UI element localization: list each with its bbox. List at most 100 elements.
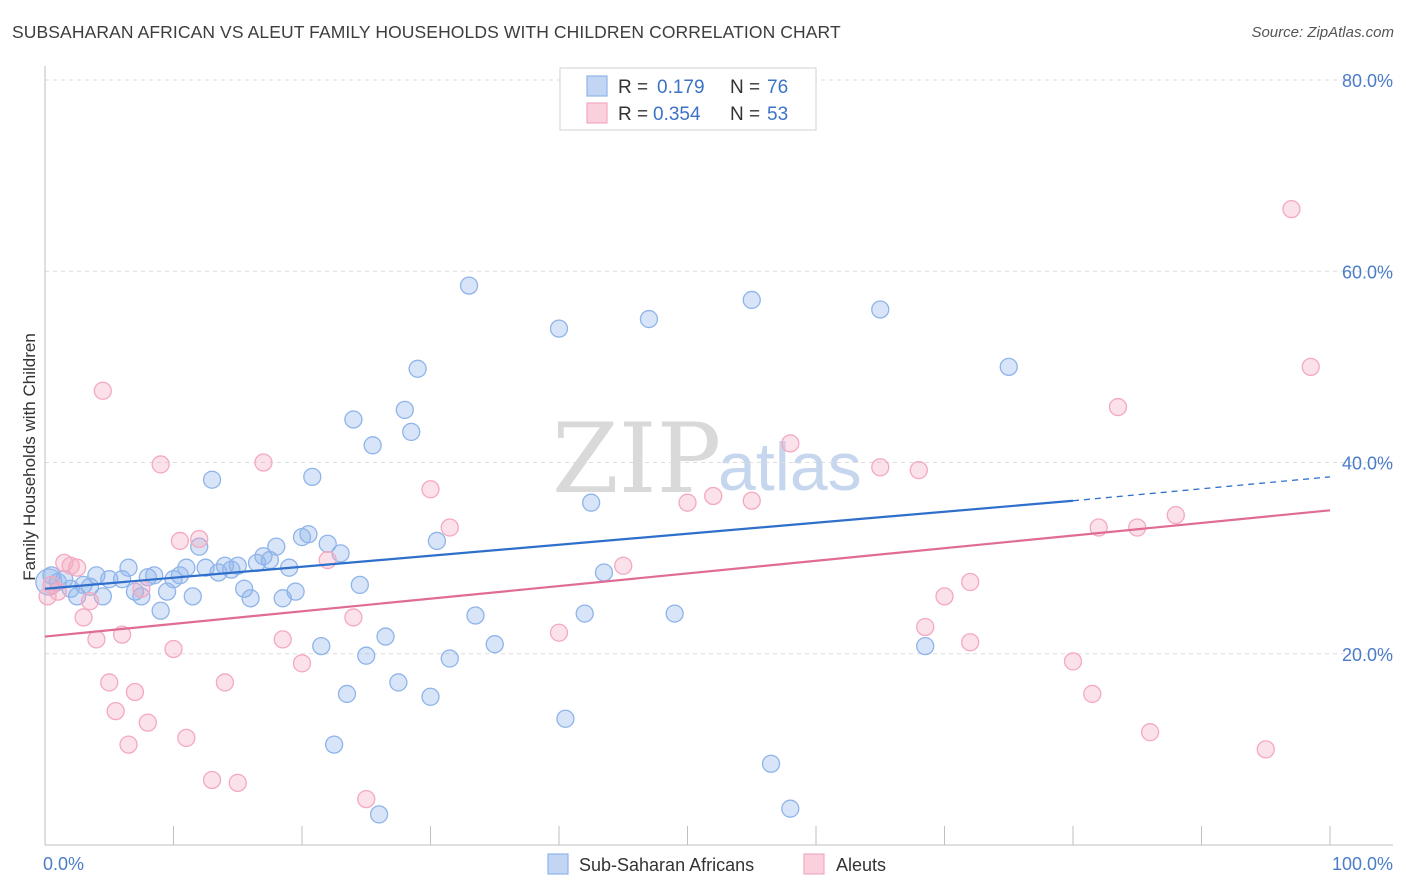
point-sub-saharan-72 [871,300,890,319]
legend-n-label-1: N = [730,77,760,98]
point-aleut-29 [344,608,363,627]
point-sub-saharan-22 [190,537,209,556]
trend-line-extension-sub-saharan [1072,476,1331,502]
point-aleut-5 [67,558,87,577]
point-sub-saharan-71 [781,799,800,818]
watermark-atlas: atlas [718,429,862,505]
grid-lines [45,79,1393,655]
point-aleut-8 [87,630,106,649]
point-sub-saharan-28 [228,556,247,575]
point-aleut-30 [357,789,376,809]
trend-line-sub-saharan [44,499,1074,590]
axes [44,66,1393,846]
chart-title: SUBSAHARAN AFRICAN VS ALEUT FAMILY HOUSE… [12,22,841,42]
point-sub-saharan-49 [363,436,382,455]
point-sub-saharan-13 [132,587,151,606]
point-aleut-49 [1140,723,1160,742]
point-aleut-42 [935,587,954,606]
point-aleut-33 [549,623,569,642]
point-aleut-17 [151,455,170,474]
point-aleut-9 [93,381,112,400]
bottom-legend-label-sub-saharan: Sub-Saharan Africans [579,855,754,875]
point-sub-saharan-24 [202,470,222,489]
point-sub-saharan-47 [350,575,369,595]
point-sub-saharan-16 [151,601,170,620]
point-sub-saharan-67 [639,309,659,329]
legend-n-value-2: 53 [767,104,788,125]
point-aleut-44 [1063,652,1083,671]
point-sub-saharan-60 [466,606,485,625]
point-sub-saharan-58 [440,649,459,668]
y-axis-label: Family Households with Children [20,333,39,581]
point-sub-saharan-53 [395,400,414,420]
point-sub-saharan-61 [485,635,504,654]
point-aleut-32 [440,518,459,537]
point-sub-saharan-73 [916,636,935,656]
point-aleut-41 [916,617,935,637]
bottom-legend-label-aleuts: Aleuts [836,855,886,875]
point-aleut-38 [781,434,800,453]
legend-n-value-1: 76 [767,77,788,98]
point-sub-saharan-42 [318,534,337,553]
point-sub-saharan-57 [427,531,447,551]
point-aleut-31 [421,480,440,499]
point-aleut-35 [678,493,697,512]
point-aleut-4 [61,556,80,575]
point-aleut-45 [1083,684,1102,704]
watermark-zip: ZIP [552,403,721,515]
point-aleut-54 [961,633,980,652]
point-aleut-2 [48,582,67,601]
point-sub-saharan-30 [241,589,260,608]
point-aleut-10 [100,673,119,692]
point-aleut-11 [106,701,125,721]
point-sub-saharan-29 [235,579,254,598]
point-aleut-39 [871,458,890,477]
point-aleut-24 [228,773,247,792]
chart-source: Source: ZipAtlas.com [1251,24,1394,41]
y-tick-label-20: 20.0% [1342,645,1393,665]
trend-line-aleut [44,509,1331,638]
legend-swatch-aleuts [586,102,608,124]
point-aleut-21 [190,529,209,549]
point-sub-saharan-59 [459,276,479,295]
point-aleut-34 [614,556,633,575]
point-sub-saharan-62 [549,319,569,338]
point-aleut-18 [164,639,183,659]
point-aleut-19 [170,531,190,551]
point-sub-saharan-14 [138,568,157,587]
point-aleut-36 [704,486,723,506]
data-points [35,199,1320,824]
point-aleut-20 [177,728,196,748]
point-aleut-26 [273,630,292,649]
point-sub-saharan-54 [402,422,421,442]
point-sub-saharan-68 [665,604,684,623]
series-aleut [38,199,1320,809]
point-aleut-52 [1282,199,1301,219]
point-sub-saharan-70 [761,754,781,773]
point-aleut-37 [742,491,761,510]
point-sub-saharan-40 [303,467,322,486]
legend-r-label-2: R = [618,104,648,125]
x-tick-label-0: 0.0% [43,854,84,874]
point-aleut-50 [1166,505,1185,525]
point-aleut-23 [215,673,235,692]
legend: R = 0.179 N = 76 R = 0.354 N = 53 [559,67,817,131]
point-sub-saharan-37 [286,582,305,601]
point-sub-saharan-34 [267,537,286,556]
point-sub-saharan-48 [357,646,376,665]
point-sub-saharan-20 [177,558,196,577]
point-sub-saharan-55 [408,359,427,378]
y-tick-label-40: 40.0% [1342,454,1393,474]
point-sub-saharan-50 [369,805,389,824]
y-tick-label-80: 80.0% [1342,71,1393,91]
point-sub-saharan-65 [581,493,601,512]
point-aleut-48 [1128,518,1147,537]
trend-lines [44,476,1331,638]
point-aleut-27 [292,654,312,673]
y-tick-label-60: 60.0% [1342,262,1393,282]
point-sub-saharan-51 [376,627,395,646]
point-aleut-43 [961,572,980,592]
point-aleut-15 [132,579,151,598]
bottom-legend: Sub-Saharan Africans Aleuts [547,853,886,875]
